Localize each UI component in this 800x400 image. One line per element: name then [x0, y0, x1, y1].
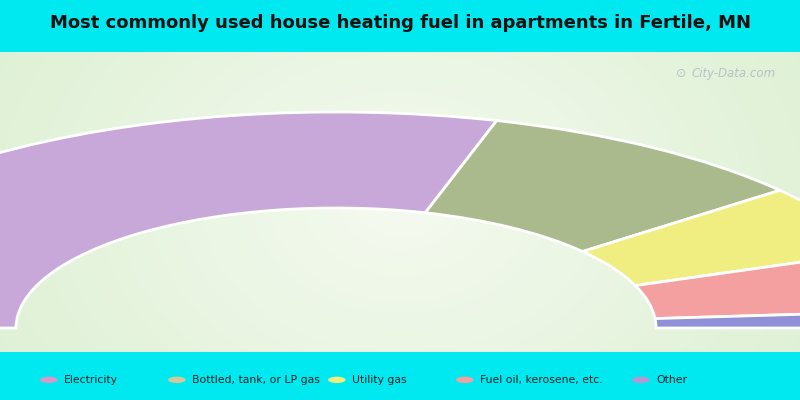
- Text: Utility gas: Utility gas: [352, 375, 406, 385]
- Text: Electricity: Electricity: [64, 375, 118, 385]
- Text: ⊙: ⊙: [676, 67, 686, 80]
- Wedge shape: [635, 252, 800, 318]
- Text: Fuel oil, kerosene, etc.: Fuel oil, kerosene, etc.: [480, 375, 602, 385]
- Wedge shape: [426, 120, 780, 252]
- Wedge shape: [0, 112, 497, 328]
- Text: City-Data.com: City-Data.com: [692, 67, 776, 80]
- Wedge shape: [655, 311, 800, 328]
- Wedge shape: [582, 190, 800, 286]
- Text: Other: Other: [656, 375, 687, 385]
- Text: Most commonly used house heating fuel in apartments in Fertile, MN: Most commonly used house heating fuel in…: [50, 14, 750, 32]
- Text: Bottled, tank, or LP gas: Bottled, tank, or LP gas: [192, 375, 320, 385]
